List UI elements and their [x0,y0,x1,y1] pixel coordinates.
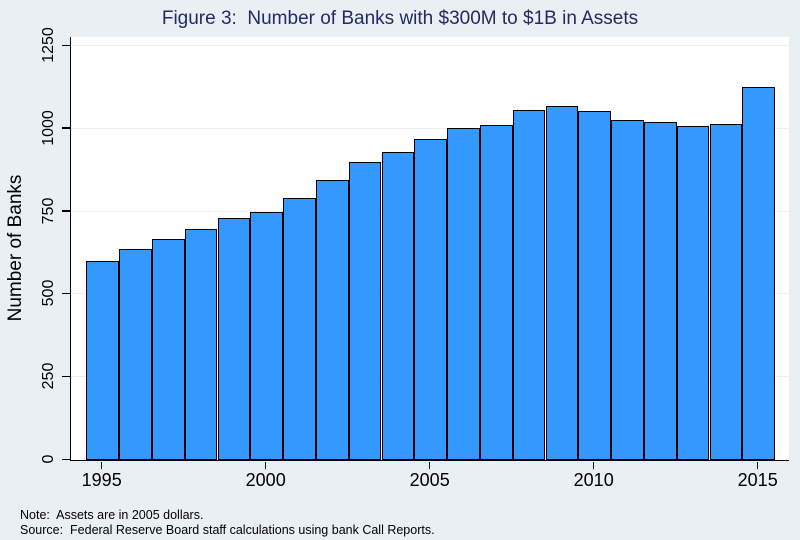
y-tick-label-0: 0 [40,454,57,464]
y-tick-label-750: 750 [40,197,57,224]
y-tick-mark-0 [62,458,70,460]
bar-2013 [676,126,710,460]
y-tick-label-1000: 1000 [40,110,57,146]
bar-2000 [250,212,284,460]
chart-title: Figure 3: Number of Banks with $300M to … [161,8,639,29]
y-tick-mark-1000 [62,127,70,129]
chart-footnotes: Note: Assets are in 2005 dollars. Source… [20,508,435,537]
y-axis-label: Number of Banks [5,174,26,322]
bar-2002 [315,180,349,460]
bar-2010 [578,111,612,460]
bar-2014 [709,123,743,460]
x-tick-mark-1995 [100,461,103,469]
bar-2001 [283,197,316,460]
y-tick-mark-1250 [62,44,70,46]
x-tick-mark-2010 [592,461,595,469]
bar-1997 [151,239,185,460]
bar-2003 [348,161,382,460]
y-tick-mark-500 [62,292,70,295]
bar-2015 [742,87,776,460]
source-text: Source: Federal Reserve Board staff calc… [20,522,435,537]
y-tick-mark-750 [62,210,70,212]
bar-2004 [381,151,415,460]
bar-1996 [119,249,152,460]
y-tick-label-1250: 1250 [40,27,57,63]
bar-2007 [479,124,513,460]
x-tick-mark-2000 [264,461,267,469]
bar-2005 [414,138,448,460]
x-tick-label-2000: 2000 [245,470,286,490]
x-tick-label-1995: 1995 [81,470,122,490]
bar-2009 [545,105,579,460]
x-tick-label-2010: 2010 [573,470,614,490]
x-tick-mark-2015 [756,461,759,469]
gridline-1000 [71,127,789,129]
bar-2011 [611,120,644,460]
x-tick-mark-2005 [428,461,431,469]
x-tick-label-2015: 2015 [737,470,778,490]
bar-1995 [86,261,120,460]
plot-area [70,37,789,461]
bar-2008 [512,109,546,460]
y-tick-mark-250 [62,375,70,378]
bar-1999 [217,217,251,460]
y-tick-label-500: 500 [40,280,57,307]
y-tick-label-250: 250 [40,362,57,390]
bar-1998 [184,229,218,460]
bar-2012 [643,122,677,460]
gridline-1250 [71,45,789,46]
x-tick-label-2005: 2005 [409,470,450,490]
note-text: Note: Assets are in 2005 dollars. [20,508,204,522]
bar-2006 [447,127,480,460]
